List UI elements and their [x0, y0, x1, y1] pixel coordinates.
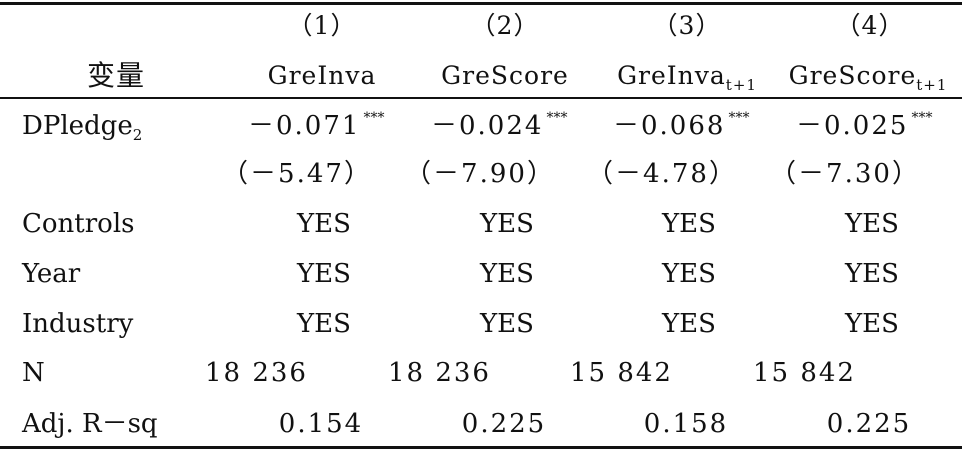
industry-1: YES	[297, 309, 351, 339]
n-1: 18 236	[205, 358, 308, 388]
coef-3: －0.068 ***	[613, 110, 749, 142]
coef-2-value: －0.024	[431, 111, 544, 141]
col-header-2: GreScore	[441, 60, 569, 92]
coef-4: －0.025 ***	[796, 110, 932, 142]
col-header-4: GreScoret+1	[788, 60, 948, 94]
coef-1: －0.071 ***	[248, 110, 384, 142]
col-header-3-sub: t+1	[725, 76, 757, 94]
coef-4-value: －0.025	[796, 111, 909, 141]
n-3: 15 842	[570, 358, 673, 388]
col-number-4: （4）	[835, 11, 905, 40]
col-header-3-main: GreInva	[617, 61, 726, 90]
controls-3: YES	[662, 209, 716, 239]
coef-2: －0.024 ***	[431, 110, 567, 142]
bottom-rule	[0, 446, 962, 449]
row-label-dpledge-sub: 2	[132, 126, 143, 144]
controls-2: YES	[480, 209, 534, 239]
n-2: 18 236	[388, 358, 491, 388]
col-number-1: （1）	[287, 11, 357, 40]
tstat-2: （－7.90）	[405, 159, 555, 189]
col-header-4-sub: t+1	[916, 76, 948, 94]
coef-3-value: －0.068	[613, 111, 726, 141]
tstat-3: （－4.78）	[587, 159, 737, 189]
controls-4: YES	[845, 209, 899, 239]
tstat-1: （－5.47）	[222, 159, 372, 189]
adjr2-3: 0.158	[643, 409, 729, 439]
header-rule	[0, 97, 962, 99]
row-label-controls: Controls	[22, 209, 135, 239]
top-rule	[0, 2, 962, 5]
col-header-3: GreInvat+1	[617, 60, 757, 94]
industry-3: YES	[662, 309, 716, 339]
year-2: YES	[480, 259, 534, 289]
year-1: YES	[297, 259, 351, 289]
col-header-2-main: GreScore	[441, 61, 569, 90]
row-label-dpledge: DPledge2	[22, 110, 143, 144]
row-label-dpledge-main: DPledge	[22, 111, 133, 141]
variable-header: 变量	[86, 59, 146, 92]
coef-3-stars: ***	[728, 110, 750, 126]
adjr2-2: 0.225	[461, 409, 547, 439]
tstat-4: （－7.30）	[770, 159, 920, 189]
adjr2-1: 0.154	[278, 409, 364, 439]
row-label-year: Year	[22, 259, 81, 289]
industry-4: YES	[845, 309, 899, 339]
year-4: YES	[845, 259, 899, 289]
coef-1-value: －0.071	[248, 111, 361, 141]
year-3: YES	[662, 259, 716, 289]
col-number-3: （3）	[652, 11, 722, 40]
row-label-industry: Industry	[22, 309, 134, 339]
row-label-n: N	[22, 358, 45, 388]
col-header-4-main: GreScore	[788, 61, 917, 90]
coef-1-stars: ***	[363, 110, 385, 126]
controls-1: YES	[297, 209, 351, 239]
industry-2: YES	[480, 309, 534, 339]
n-4: 15 842	[753, 358, 856, 388]
coef-4-stars: ***	[911, 110, 933, 126]
col-header-1-main: GreInva	[267, 61, 377, 90]
col-number-2: （2）	[470, 11, 540, 40]
adjr2-4: 0.225	[826, 409, 912, 439]
coef-2-stars: ***	[546, 110, 568, 126]
row-label-adj-rsq: Adj. R－sq	[22, 409, 158, 439]
col-header-1: GreInva	[268, 60, 377, 92]
